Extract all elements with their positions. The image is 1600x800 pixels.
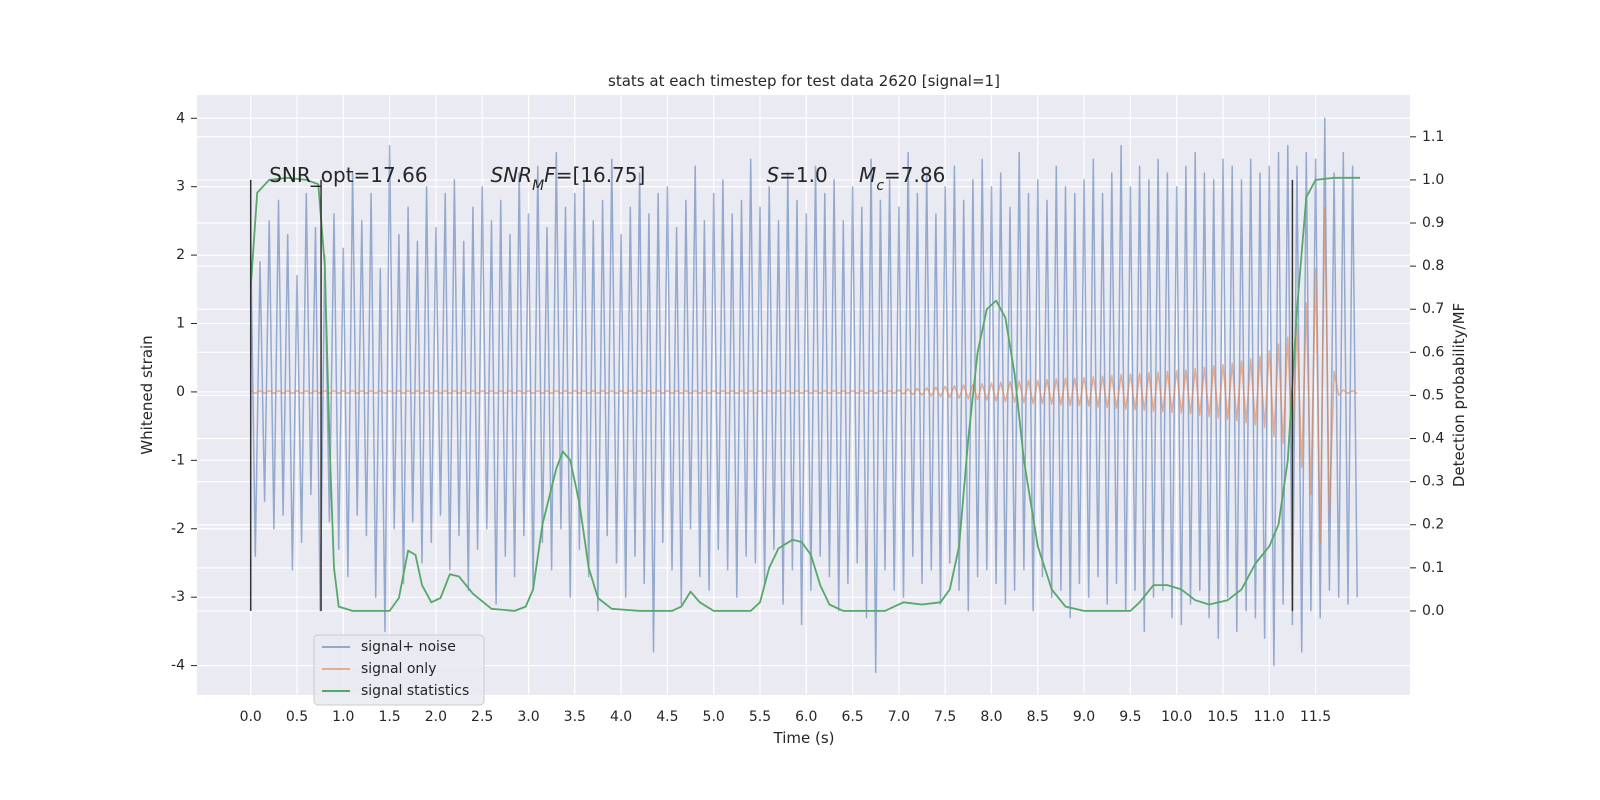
- x-tick-label: 7.0: [888, 709, 910, 725]
- y2-tick-label: 0.6: [1422, 344, 1444, 360]
- legend-label: signal only: [361, 661, 436, 677]
- y2-tick-label: 0.8: [1422, 258, 1444, 274]
- x-tick-label: 1.5: [378, 709, 400, 725]
- y2-tick-label: 0.2: [1422, 517, 1444, 533]
- y-tick-label: -1: [171, 452, 185, 468]
- x-tick-label: 8.5: [1027, 709, 1049, 725]
- annotation: SNR_opt=17.66: [269, 163, 427, 187]
- series-line: [250, 206, 1358, 544]
- x-tick-label: 6.0: [795, 709, 817, 725]
- x-tick-label: 8.0: [980, 709, 1002, 725]
- legend-label: signal+ noise: [361, 639, 456, 655]
- y2-tick-label: 0.4: [1422, 431, 1444, 447]
- y-tick-label: -4: [171, 658, 185, 674]
- annotation-part: SNR_opt=17.66: [269, 163, 427, 187]
- x-tick-label: 3.0: [517, 709, 539, 725]
- annotation-part: c: [876, 178, 884, 194]
- y-tick-label: 3: [176, 179, 185, 195]
- x-tick-label: 11.0: [1254, 709, 1285, 725]
- x-tick-label: 10.5: [1207, 709, 1238, 725]
- legend-label: signal statistics: [361, 683, 469, 699]
- series-line: [249, 176, 1360, 612]
- y2-tick-label: 0.3: [1422, 474, 1444, 490]
- y2-tick-label: 1.1: [1422, 129, 1444, 145]
- x-tick-label: 11.5: [1300, 709, 1331, 725]
- y-tick-label: 0: [176, 384, 185, 400]
- y2-tick-label: 0.1: [1422, 560, 1444, 576]
- x-tick-label: 0.0: [240, 709, 262, 725]
- annotation-part: S: [766, 163, 779, 187]
- x-axis-label: Time (s): [773, 729, 835, 747]
- x-tick-label: 10.0: [1161, 709, 1192, 725]
- chart-title: stats at each timestep for test data 262…: [608, 72, 1000, 90]
- x-tick-label: 4.5: [656, 709, 678, 725]
- y2-tick-label: 0.9: [1422, 215, 1444, 231]
- annotation-part: =[16.75]: [556, 163, 646, 187]
- x-tick-label: 6.5: [841, 709, 863, 725]
- x-tick-label: 1.0: [332, 709, 354, 725]
- y2-axis-label: Detection probability/MF: [1450, 303, 1468, 487]
- y2-tick-label: 0.7: [1422, 301, 1444, 317]
- annotation-part: M: [532, 178, 544, 194]
- annotation-part: SNR: [491, 163, 533, 187]
- annotation-part: =7.86: [884, 163, 945, 187]
- y-tick-label: -2: [171, 521, 185, 537]
- x-tick-label: 0.5: [286, 709, 308, 725]
- x-tick-label: 9.0: [1073, 709, 1095, 725]
- x-tick-label: 5.0: [703, 709, 725, 725]
- x-tick-label: 2.5: [471, 709, 493, 725]
- y2-tick-label: 0.0: [1422, 603, 1444, 619]
- x-tick-label: 5.5: [749, 709, 771, 725]
- y-axis-label: Whitened strain: [138, 335, 156, 454]
- x-tick-label: 3.5: [564, 709, 586, 725]
- x-tick-label: 9.5: [1119, 709, 1141, 725]
- x-tick-label: 2.0: [425, 709, 447, 725]
- y2-tick-label: 0.5: [1422, 387, 1444, 403]
- legend-box: [313, 634, 485, 706]
- x-tick-label: 7.5: [934, 709, 956, 725]
- y-tick-label: 4: [176, 110, 185, 126]
- y-tick-label: 1: [176, 316, 185, 332]
- annotation-part: M: [859, 163, 876, 187]
- annotation: SNRMF=[16.75]: [491, 163, 646, 194]
- y-tick-label: 2: [176, 247, 185, 263]
- annotation-part: =1.0: [779, 163, 828, 187]
- annotation: Mc=7.86: [859, 163, 945, 194]
- annotation: S=1.0: [766, 163, 827, 187]
- y-tick-label: -3: [171, 589, 185, 605]
- x-tick-label: 4.0: [610, 709, 632, 725]
- y2-tick-label: 1.0: [1422, 172, 1444, 188]
- series-line: [249, 117, 1358, 674]
- annotation-part: F: [544, 163, 556, 187]
